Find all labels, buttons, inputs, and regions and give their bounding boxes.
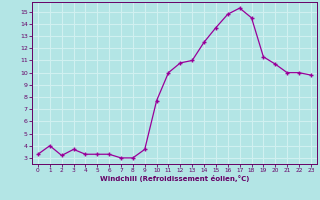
- X-axis label: Windchill (Refroidissement éolien,°C): Windchill (Refroidissement éolien,°C): [100, 175, 249, 182]
